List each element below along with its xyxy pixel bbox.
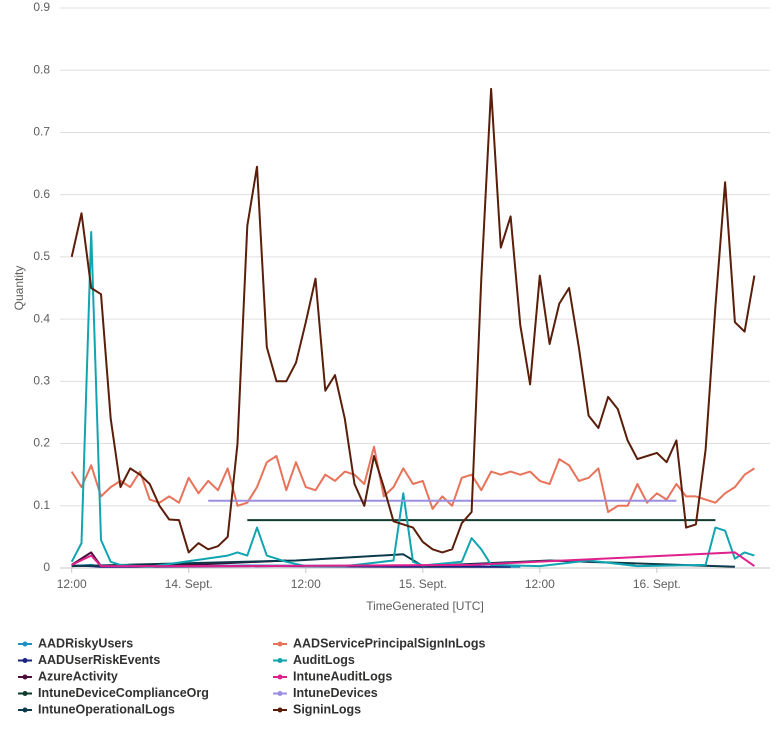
x-tick-label: 14. Sept. [165, 577, 213, 591]
y-tick-label: 0.1 [33, 498, 50, 512]
series-line [70, 87, 756, 554]
legend-label: IntuneDevices [293, 686, 378, 700]
y-tick-label: 0 [43, 560, 50, 574]
series-line [71, 551, 755, 568]
legend-marker [277, 691, 283, 696]
legend-marker [277, 641, 283, 647]
x-tick-label: 12:00 [57, 577, 87, 591]
y-tick-label: 0.9 [33, 0, 50, 14]
y-tick-label: 0.5 [33, 249, 50, 263]
x-tick-label: 12:00 [291, 577, 321, 591]
x-tick-label: 12:00 [525, 577, 555, 591]
x-axis-label: TimeGenerated [UTC] [366, 599, 484, 613]
legend-marker [277, 674, 283, 680]
x-tick-label: 16. Sept. [633, 577, 681, 591]
y-tick-label: 0.2 [33, 436, 50, 450]
y-tick-label: 0.4 [33, 311, 50, 325]
legend-marker [277, 707, 283, 713]
y-tick-label: 0.8 [33, 62, 50, 76]
legend-marker [22, 641, 28, 647]
y-tick-label: 0.7 [33, 125, 50, 139]
legend-marker [22, 691, 28, 696]
x-tick-label: 15. Sept. [399, 577, 447, 591]
legend-label: IntuneDeviceComplianceOrg [38, 686, 209, 700]
legend-label: AuditLogs [293, 653, 355, 667]
y-tick-label: 0.6 [33, 187, 50, 201]
y-tick-label: 0.3 [33, 374, 50, 388]
legend-label: SigninLogs [293, 702, 361, 716]
legend-label: AADServicePrincipalSignInLogs [293, 636, 485, 650]
legend-marker [22, 707, 28, 713]
legend-marker [22, 674, 28, 680]
legend-label: IntuneAuditLogs [293, 669, 392, 683]
legend-marker [22, 658, 28, 663]
legend-marker [277, 658, 283, 663]
legend-label: AADUserRiskEvents [38, 653, 160, 667]
series-line [70, 231, 755, 568]
legend-label: AzureActivity [38, 669, 118, 683]
y-axis-label: Quantity [12, 266, 26, 311]
legend: AADRiskyUsers AADUserRiskEvents AzureActiv… [18, 636, 485, 716]
series-line [70, 445, 755, 513]
legend-label: AADRiskyUsers [38, 636, 133, 650]
legend-label: IntuneOperationalLogs [38, 702, 175, 716]
